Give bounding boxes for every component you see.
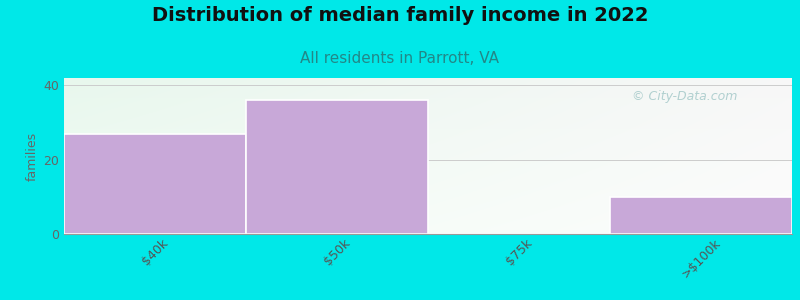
Bar <box>610 197 792 234</box>
Text: Distribution of median family income in 2022: Distribution of median family income in … <box>152 6 648 25</box>
Bar <box>64 134 246 234</box>
Text: © City-Data.com: © City-Data.com <box>632 91 738 103</box>
Text: All residents in Parrott, VA: All residents in Parrott, VA <box>301 51 499 66</box>
Y-axis label: families: families <box>26 131 39 181</box>
Bar <box>246 100 428 234</box>
